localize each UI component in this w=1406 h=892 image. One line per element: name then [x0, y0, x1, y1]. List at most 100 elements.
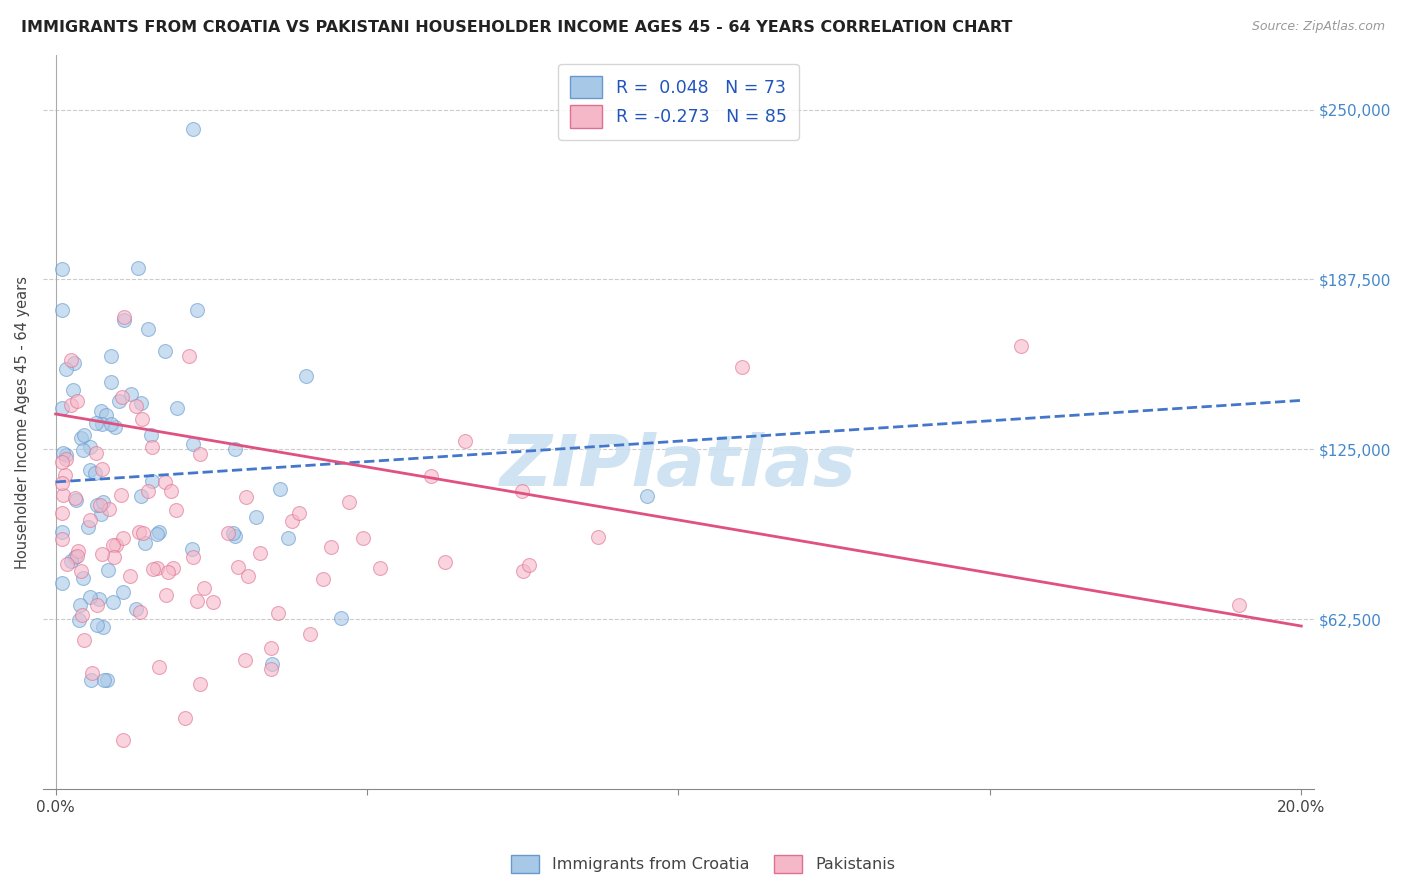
- Point: [70, 431, 93, 445]
- Point: [131, 489, 153, 503]
- Point: [79, 440, 101, 454]
- Point: [100, 376, 122, 390]
- Point: [51, 302, 73, 317]
- Point: [100, 349, 122, 363]
- Point: [79, 513, 101, 527]
- Point: [84, 446, 107, 460]
- Point: [419, 469, 441, 483]
- Point: [72, 571, 94, 585]
- Point: [636, 489, 658, 503]
- Point: [295, 368, 318, 383]
- Point: [519, 558, 541, 572]
- Point: [131, 412, 153, 426]
- Point: [84, 417, 107, 431]
- Point: [193, 581, 215, 595]
- Point: [281, 514, 304, 528]
- Point: [93, 673, 115, 688]
- Legend: R =  0.048   N = 73, R = -0.273   N = 85: R = 0.048 N = 73, R = -0.273 N = 85: [558, 64, 799, 140]
- Point: [165, 503, 187, 517]
- Point: [98, 501, 121, 516]
- Point: [120, 387, 142, 401]
- Point: [90, 417, 112, 432]
- Point: [59, 398, 82, 412]
- Point: [51, 532, 73, 546]
- Point: [72, 443, 94, 458]
- Point: [260, 640, 283, 655]
- Point: [312, 573, 335, 587]
- Point: [141, 475, 163, 489]
- Point: [103, 595, 125, 609]
- Point: [84, 466, 107, 480]
- Point: [142, 562, 165, 576]
- Point: [55, 361, 77, 376]
- Point: [368, 561, 391, 575]
- Point: [125, 399, 148, 413]
- Point: [156, 565, 179, 579]
- Point: [134, 536, 156, 550]
- Point: [110, 488, 132, 502]
- Point: [111, 390, 134, 404]
- Point: [103, 550, 125, 565]
- Point: [453, 434, 475, 449]
- Point: [260, 662, 283, 676]
- Point: [236, 568, 259, 582]
- Point: [129, 605, 152, 619]
- Point: [89, 498, 111, 512]
- Point: [1010, 339, 1032, 353]
- Point: [153, 343, 176, 358]
- Point: [148, 660, 170, 674]
- Point: [218, 525, 240, 540]
- Point: [112, 310, 135, 324]
- Point: [91, 620, 114, 634]
- Point: [79, 463, 101, 477]
- Point: [201, 595, 224, 609]
- Point: [136, 483, 159, 498]
- Point: [86, 599, 108, 613]
- Point: [112, 733, 135, 747]
- Point: [96, 673, 118, 688]
- Point: [111, 585, 134, 599]
- Point: [104, 420, 127, 434]
- Point: [70, 565, 93, 579]
- Point: [59, 554, 82, 568]
- Point: [155, 588, 177, 602]
- Point: [222, 525, 245, 540]
- Point: [180, 542, 202, 557]
- Point: [337, 495, 360, 509]
- Point: [731, 359, 754, 374]
- Text: ZIPlatlas: ZIPlatlas: [501, 432, 856, 500]
- Point: [141, 440, 163, 454]
- Point: [104, 538, 127, 552]
- Point: [148, 524, 170, 539]
- Point: [73, 428, 96, 442]
- Point: [181, 121, 204, 136]
- Point: [91, 462, 114, 476]
- Point: [188, 677, 211, 691]
- Point: [51, 401, 73, 415]
- Point: [145, 527, 167, 541]
- Point: [73, 632, 96, 647]
- Point: [53, 467, 76, 482]
- Point: [52, 488, 75, 502]
- Point: [55, 451, 77, 466]
- Point: [181, 437, 204, 451]
- Point: [155, 475, 177, 489]
- Point: [63, 549, 86, 564]
- Point: [51, 525, 73, 540]
- Point: [80, 673, 103, 688]
- Point: [51, 455, 73, 469]
- Point: [262, 657, 284, 672]
- Point: [52, 445, 75, 459]
- Point: [287, 506, 309, 520]
- Point: [77, 520, 100, 534]
- Point: [319, 540, 342, 554]
- Point: [166, 401, 188, 416]
- Point: [127, 261, 149, 276]
- Point: [162, 560, 184, 574]
- Point: [87, 592, 110, 607]
- Point: [120, 569, 142, 583]
- Y-axis label: Householder Income Ages 45 - 64 years: Householder Income Ages 45 - 64 years: [15, 276, 30, 568]
- Point: [146, 561, 169, 575]
- Point: [298, 626, 321, 640]
- Point: [100, 417, 122, 432]
